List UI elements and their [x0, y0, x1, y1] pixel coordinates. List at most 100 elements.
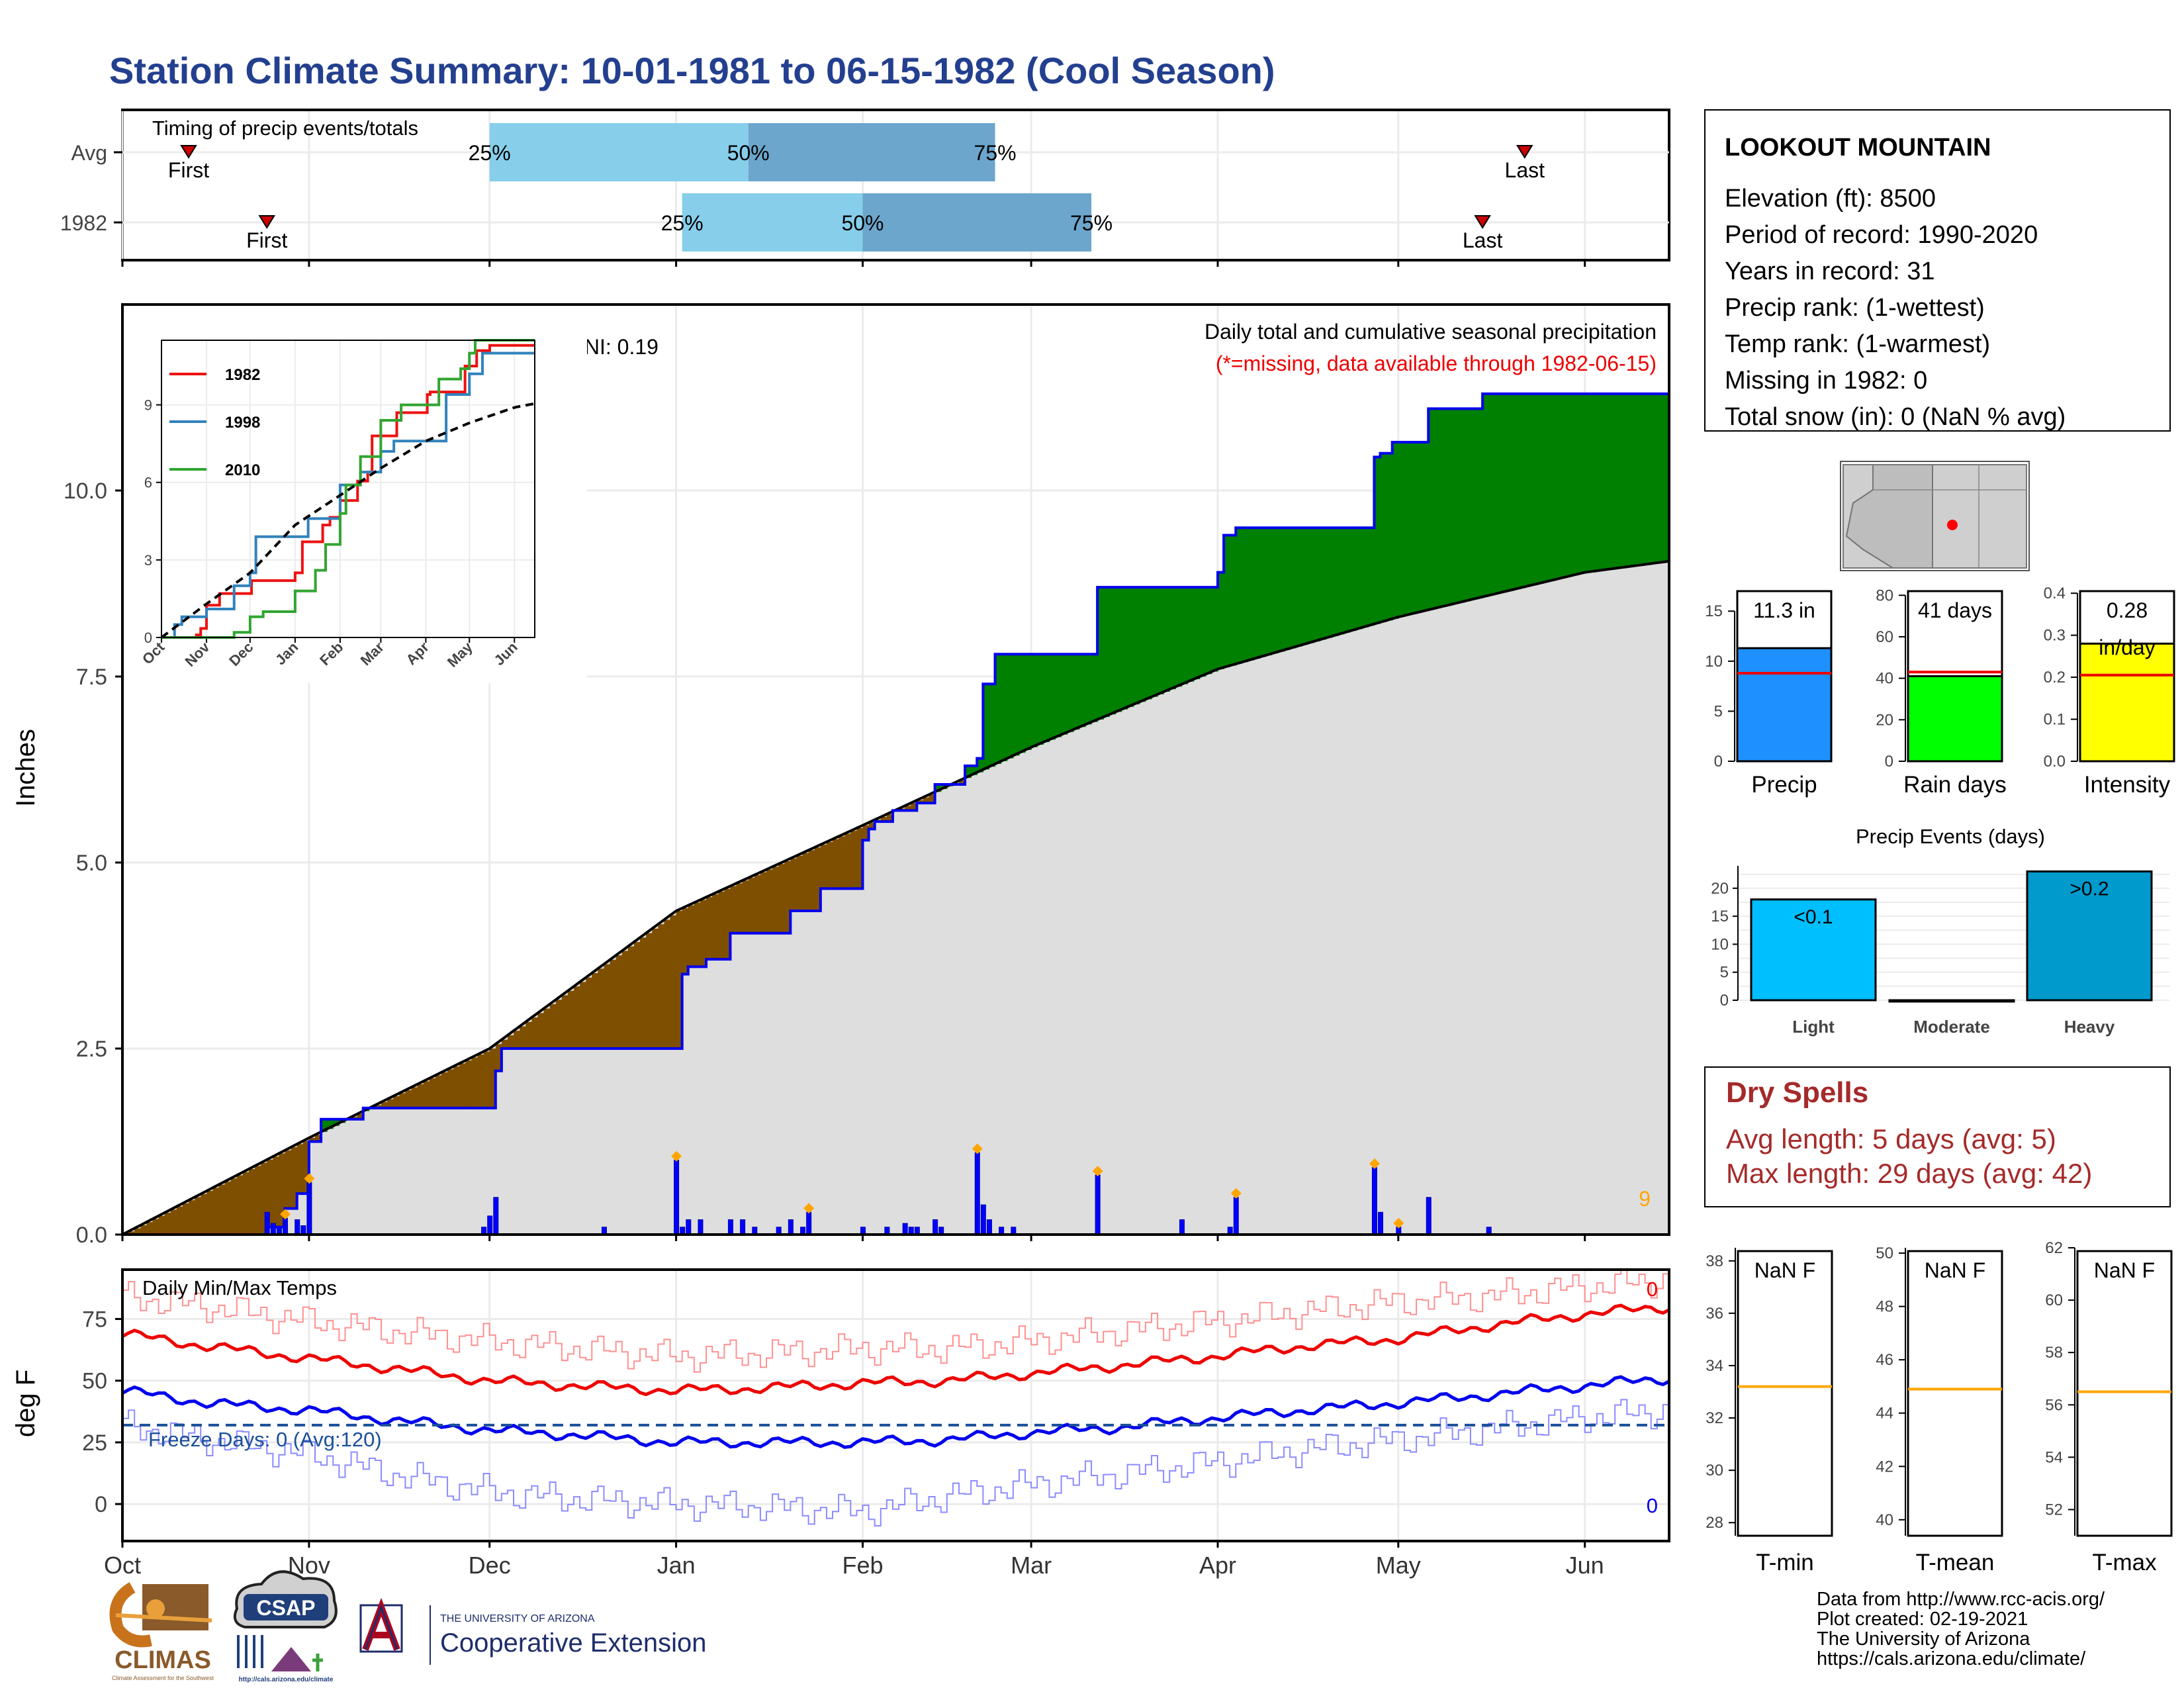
deficit-fill	[754, 874, 761, 933]
daily-precip-bars	[264, 1152, 1492, 1235]
surplus-fill	[1109, 587, 1116, 715]
daily-precip-bar	[270, 1223, 276, 1235]
surplus-fill	[1037, 654, 1044, 745]
temp-summary-y-tick-label: 42	[1876, 1458, 1893, 1476]
surplus-fill	[1139, 587, 1146, 702]
surplus-fill	[1073, 654, 1080, 730]
surplus-fill	[1332, 528, 1339, 636]
inset-y-tick-label: 0	[144, 630, 152, 646]
daily-precip-bar	[1371, 1167, 1377, 1235]
deficit-fill	[610, 959, 617, 1049]
deficit-fill	[525, 1021, 532, 1049]
deficit-fill	[435, 1075, 442, 1108]
timing-row-label: Avg	[71, 141, 107, 165]
summary-value: 11.3 in	[1753, 598, 1815, 622]
temp-summary-y-tick-label: 56	[2045, 1396, 2063, 1414]
deficit-fill	[886, 814, 893, 822]
precip-y-label: Inches	[11, 729, 40, 807]
surplus-fill	[1271, 528, 1279, 654]
surplus-fill	[1368, 528, 1375, 626]
temp-summary-y-tick-label: 30	[1706, 1462, 1723, 1479]
deficit-fill	[285, 1150, 292, 1209]
timing-q50-label: 50%	[727, 141, 770, 165]
heavy-event-marker	[304, 1173, 315, 1184]
inset-line-2	[161, 339, 535, 639]
inset-legend-label: 1998	[225, 414, 260, 432]
surplus-fill	[1049, 654, 1056, 740]
surplus-fill	[1236, 528, 1242, 664]
surplus-fill	[1031, 654, 1038, 747]
surplus-fill	[1386, 453, 1393, 621]
deficit-fill	[561, 995, 569, 1049]
csap-url: http://cals.arizona.edu/climate	[239, 1676, 334, 1683]
x-tick-label: Oct	[104, 1552, 141, 1579]
surplus-fill	[1536, 393, 1543, 585]
deficit-fill	[772, 867, 779, 933]
surplus-fill	[1578, 393, 1586, 574]
deficit-fill	[176, 1206, 183, 1235]
temp-summary-frame	[1737, 1250, 1833, 1537]
deficit-fill	[291, 1147, 298, 1209]
deficit-fill	[314, 1135, 322, 1142]
surplus-fill	[1572, 393, 1580, 575]
timing-q75-label: 75%	[1070, 211, 1113, 235]
deficit-fill	[507, 1035, 514, 1049]
daily-precip-bar	[1233, 1197, 1239, 1235]
heavy-event-marker	[1393, 1217, 1404, 1229]
deficit-fill	[905, 806, 911, 811]
surplus-fill	[1055, 654, 1062, 737]
events-bar	[1750, 898, 1877, 1002]
deficit-fill	[218, 1184, 226, 1235]
summary-y-tick-label: 80	[1876, 586, 1893, 604]
temp-max-count: 0	[1647, 1278, 1658, 1301]
deficit-fill	[923, 797, 930, 804]
temp-summary-label: T-mean	[1916, 1550, 1995, 1575]
deficit-fill	[766, 869, 773, 933]
deficit-fill	[706, 897, 713, 960]
deficit-fill	[128, 1231, 135, 1235]
events-chart: <0.1 Light Moderate >0.2 Heavy 0 5 10 15 20	[1711, 866, 2169, 1037]
timing-panel: Timing of precip events/totals Avg 25% 50%…	[60, 109, 1670, 267]
timing-bar-25-50	[489, 123, 749, 181]
deficit-fill	[682, 908, 689, 974]
deficit-fill	[917, 800, 924, 804]
deficit-fill	[477, 1054, 484, 1108]
deficit-fill	[242, 1172, 250, 1235]
deficit-fill	[615, 955, 623, 1049]
summary-value-unit: in/day	[2099, 635, 2155, 659]
station-line-period: Period of record: 1990-2020	[1725, 221, 2038, 249]
inset-frame	[161, 340, 535, 638]
deficit-fill	[381, 1102, 388, 1108]
temp-summary-y-tick-label: 58	[2045, 1344, 2063, 1362]
events-y-tick-label: 20	[1711, 880, 1729, 898]
summary-y-tick-label: 0.1	[2044, 711, 2066, 729]
timing-bar-50-75	[862, 193, 1092, 252]
deficit-fill	[164, 1213, 171, 1235]
timing-q25-label: 25%	[661, 211, 704, 235]
surplus-fill	[1590, 393, 1598, 572]
timing-last-marker	[1474, 215, 1491, 229]
credit-university: The University of Arizona	[1817, 1628, 2030, 1650]
temp-y-label: deg F	[11, 1370, 40, 1437]
events-y-tick-label: 0	[1720, 992, 1729, 1009]
temp-lines	[121, 1268, 1670, 1526]
station-line-precip-rank: Precip rank: (1-wettest)	[1725, 294, 1985, 322]
deficit-fill	[453, 1066, 460, 1108]
deficit-fill	[543, 1008, 551, 1049]
inset-legend-label: 2010	[225, 461, 260, 479]
surplus-fill	[1500, 393, 1508, 593]
surplus-fill	[1584, 393, 1592, 573]
deficit-fill	[514, 1031, 520, 1049]
deficit-fill	[664, 919, 671, 1049]
deficit-fill	[357, 1113, 364, 1119]
summary-y-tick-label: 0	[1714, 753, 1723, 771]
deficit-fill	[724, 888, 731, 960]
deficit-fill	[182, 1203, 189, 1235]
month-x-axis: Oct Nov Dec Jan Feb Mar Apr May Jun	[104, 1541, 1604, 1579]
surplus-fill	[1392, 442, 1399, 619]
surplus-fill	[1530, 393, 1537, 586]
deficit-fill	[796, 855, 803, 912]
timing-last-marker	[1516, 145, 1533, 159]
surplus-fill	[1151, 587, 1158, 697]
